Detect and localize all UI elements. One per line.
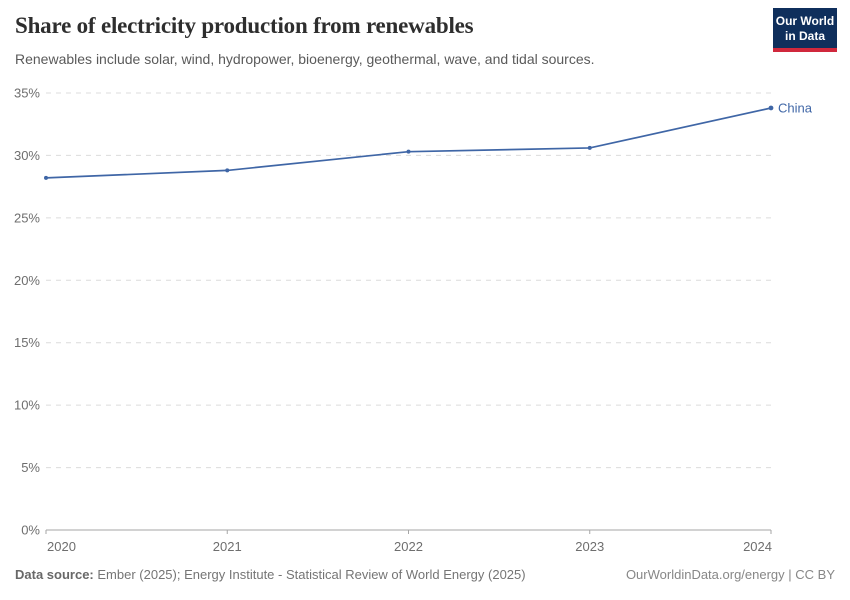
y-tick-label: 5% <box>21 460 40 475</box>
series-line-china <box>45 107 772 179</box>
data-point <box>225 168 230 173</box>
owid-logo[interactable]: Our World in Data <box>773 8 837 52</box>
y-tick-label: 0% <box>21 523 40 538</box>
x-tick-label: 2024 <box>743 539 772 554</box>
x-tick-label: 2022 <box>394 539 423 554</box>
data-point <box>44 175 48 180</box>
y-tick-label: 30% <box>14 148 40 163</box>
data-point <box>406 149 411 154</box>
y-tick-label: 35% <box>14 86 40 101</box>
chart-footer: Data source: Ember (2025); Energy Instit… <box>15 567 835 582</box>
credit-link[interactable]: OurWorldinData.org/energy | CC BY <box>625 567 835 582</box>
y-tick-label: 10% <box>14 398 40 413</box>
series-label-china: China <box>778 100 813 115</box>
y-tick-label: 20% <box>14 273 40 288</box>
chart-title: Share of electricity production from ren… <box>15 13 474 38</box>
y-tick-label: 25% <box>14 210 40 225</box>
owid-logo-line2: in Data <box>784 29 825 43</box>
chart-subtitle: Renewables include solar, wind, hydropow… <box>15 51 595 67</box>
x-tick-label: 2021 <box>213 539 242 554</box>
data-point <box>587 145 592 150</box>
owid-logo-line1: Our World <box>775 14 835 28</box>
x-tick-label: 2023 <box>575 539 604 554</box>
x-tick-label: 2020 <box>47 539 76 554</box>
data-source-text: Ember (2025); Energy Institute - Statist… <box>97 567 526 582</box>
data-point <box>768 105 774 111</box>
data-source-label: Data source: <box>15 567 94 582</box>
data-source: Data source: Ember (2025); Energy Instit… <box>15 567 526 582</box>
y-tick-label: 15% <box>14 335 40 350</box>
